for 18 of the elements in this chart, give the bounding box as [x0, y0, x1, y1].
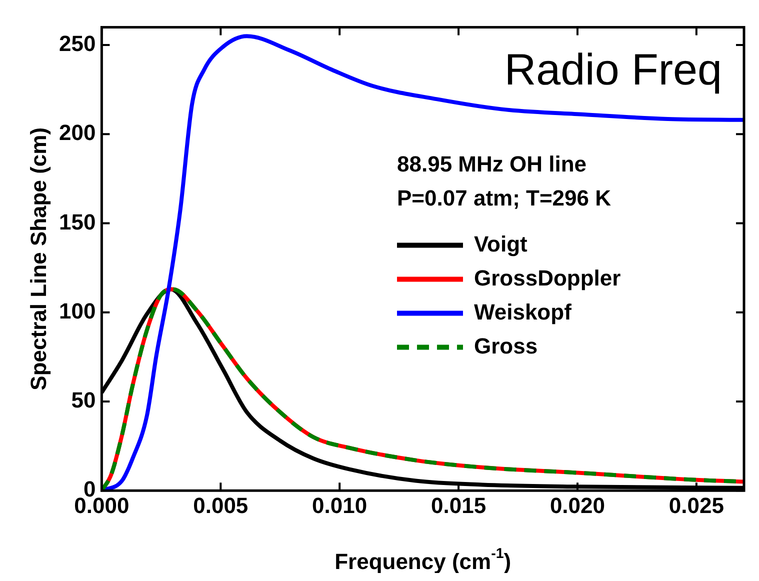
y-tick-label: 100 [58, 298, 96, 324]
legend-label: Voigt [474, 231, 528, 256]
y-axis-title: Spectral Line Shape (cm) [26, 127, 52, 390]
x-tick-label: 0.025 [668, 492, 724, 518]
y-tick-label: 50 [71, 388, 96, 413]
y-tick-label: 250 [58, 31, 96, 56]
annotation: P=0.07 atm; T=296 K [397, 185, 612, 210]
legend-label: Gross [474, 333, 538, 358]
annotation: Radio Freq [504, 45, 722, 94]
x-tick-label: 0.020 [550, 492, 606, 518]
y-tick-label: 200 [58, 120, 96, 146]
x-tick-label: 0.010 [312, 492, 368, 518]
x-tick-label: 0.015 [431, 492, 486, 518]
legend-label: Weiskopf [474, 299, 572, 324]
annotation: 88.95 MHz OH line [397, 151, 587, 176]
x-tick-label: 0.005 [193, 492, 248, 518]
y-tick-label: 150 [58, 209, 96, 234]
legend-label: GrossDoppler [474, 265, 622, 290]
